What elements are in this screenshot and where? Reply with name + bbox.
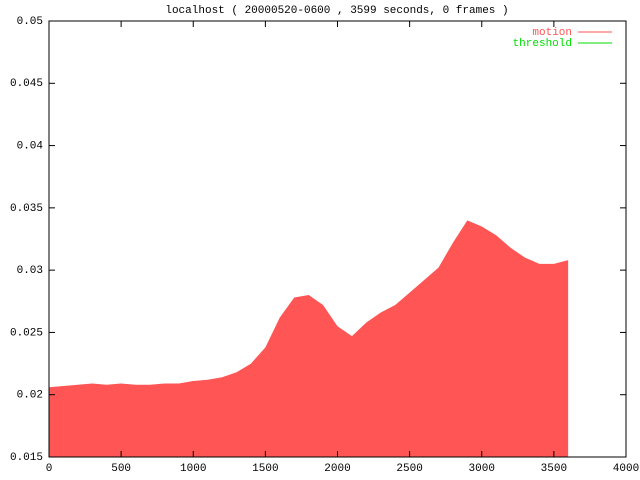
x-tick-label: 1000 <box>180 463 206 475</box>
y-tick-label: 0.02 <box>17 390 43 402</box>
motion-area <box>49 220 569 457</box>
legend-label: threshold <box>513 38 572 50</box>
x-tick-label: 2000 <box>324 463 350 475</box>
x-tick-label: 4000 <box>613 463 639 475</box>
y-tick-label: 0.05 <box>17 16 43 28</box>
y-tick-label: 0.015 <box>10 452 43 464</box>
y-tick-label: 0.04 <box>17 140 44 152</box>
x-tick-label: 3000 <box>469 463 495 475</box>
x-tick-label: 3500 <box>541 463 567 475</box>
y-tick-label: 0.025 <box>10 327 43 339</box>
y-tick-label: 0.045 <box>10 78 43 90</box>
x-tick-label: 500 <box>111 463 131 475</box>
x-tick-label: 2500 <box>396 463 422 475</box>
legend-label: motion <box>532 27 572 39</box>
x-tick-label: 0 <box>46 463 53 475</box>
chart-title: localhost ( 20000520-0600 , 3599 seconds… <box>165 5 508 17</box>
y-tick-label: 0.035 <box>10 203 43 215</box>
x-tick-label: 1500 <box>252 463 278 475</box>
y-tick-label: 0.03 <box>17 265 43 277</box>
